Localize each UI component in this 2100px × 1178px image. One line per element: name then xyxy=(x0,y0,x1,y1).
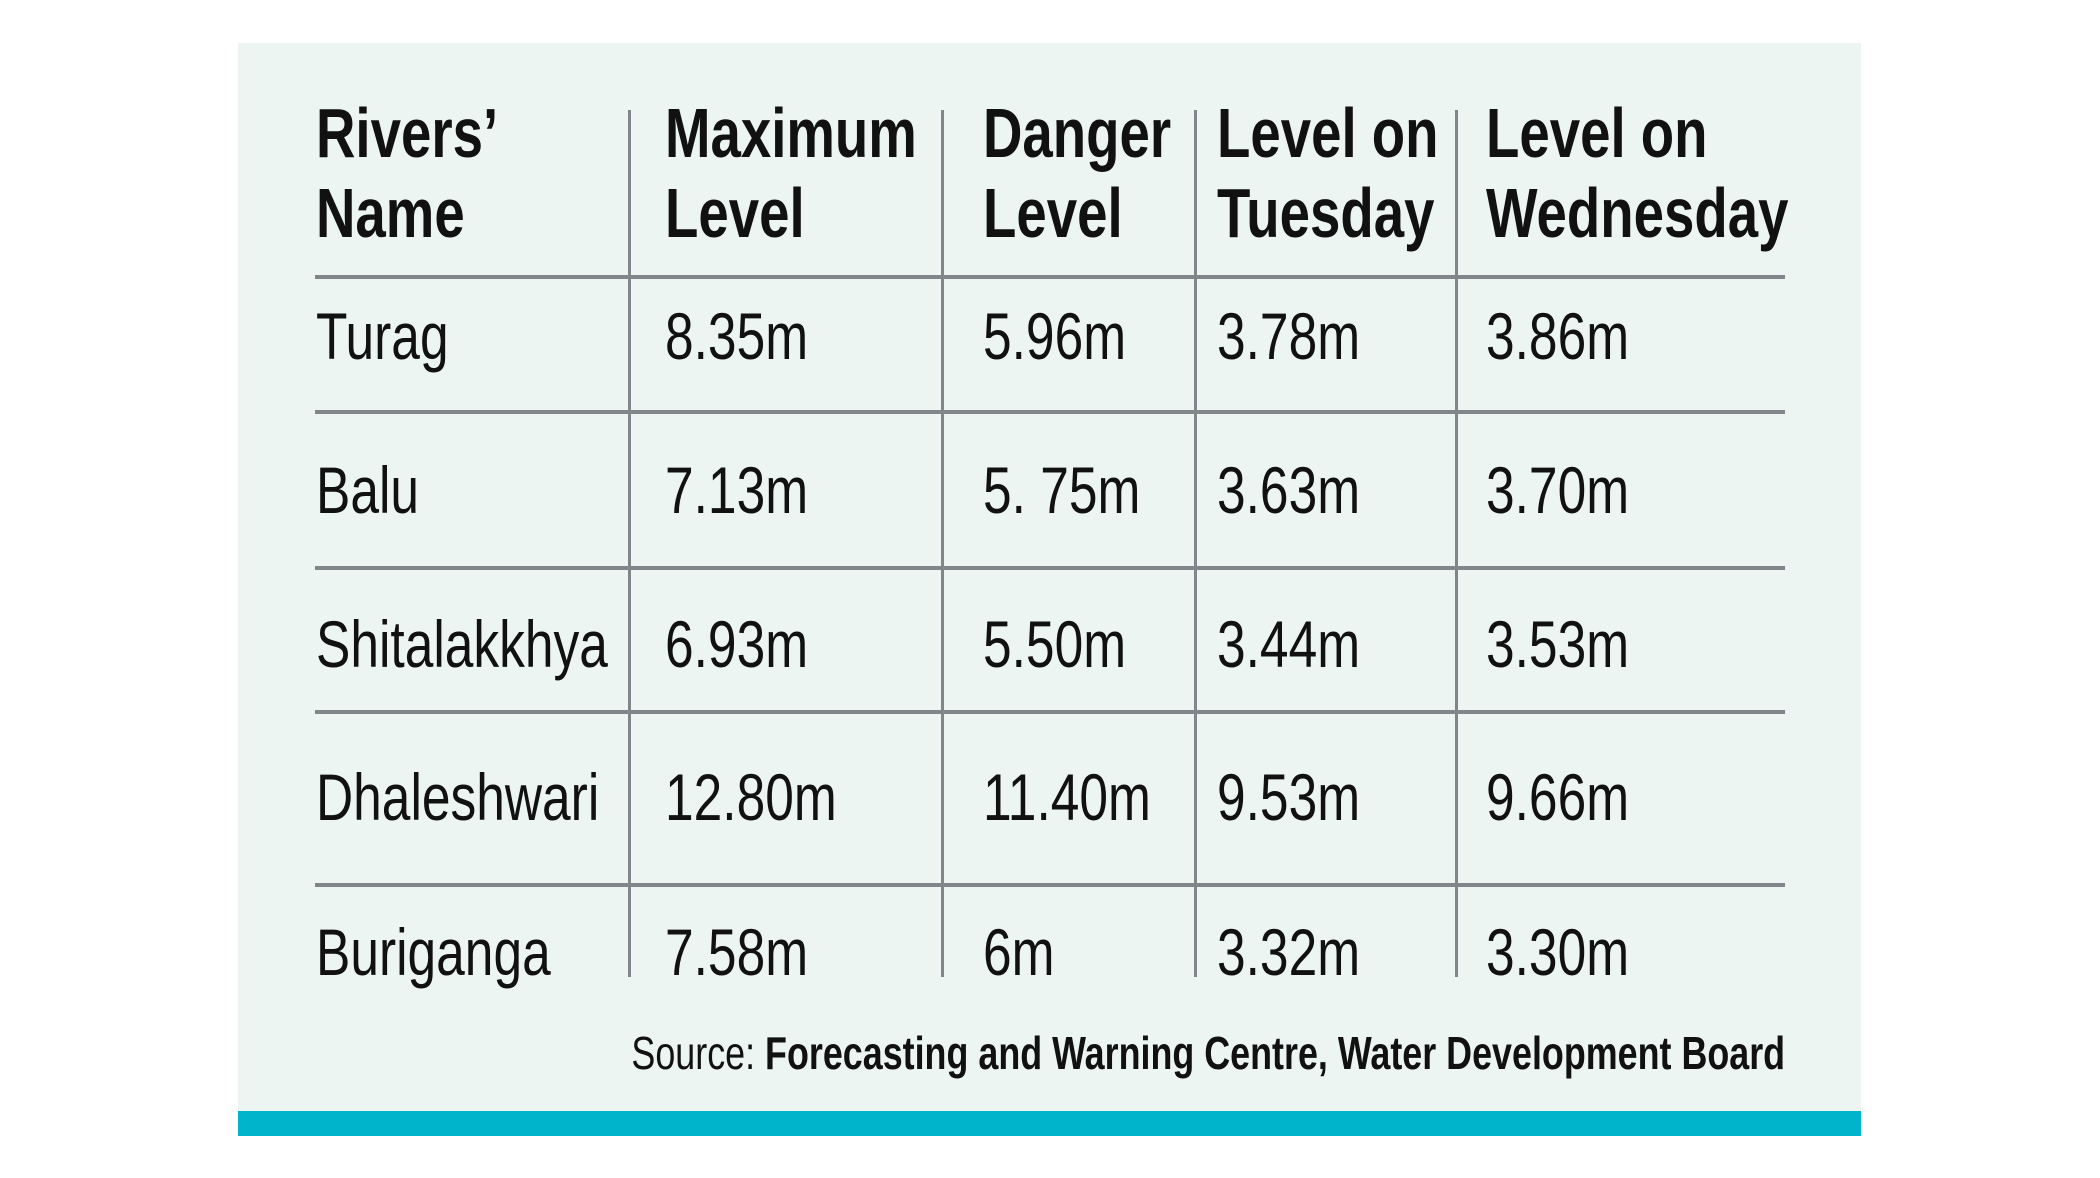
column-divider xyxy=(1455,110,1458,977)
level-cell: 3.86m xyxy=(1486,299,1630,373)
source-label: Source: xyxy=(631,1027,755,1079)
river-name-cell: Turag xyxy=(316,299,449,373)
row-divider xyxy=(315,275,1785,279)
level-cell: 3.63m xyxy=(1217,453,1361,527)
level-cell: 5.50m xyxy=(983,607,1127,681)
level-cell: 6m xyxy=(983,915,1055,989)
column-header: Name xyxy=(316,174,465,252)
column-header: Maximum xyxy=(665,94,917,172)
level-cell: 3.53m xyxy=(1486,607,1630,681)
river-name-cell: Balu xyxy=(316,453,420,527)
row-divider xyxy=(315,710,1785,714)
column-header: Level on xyxy=(1217,94,1439,172)
column-divider xyxy=(1194,110,1197,977)
level-cell: 7.13m xyxy=(665,453,809,527)
column-header: Danger xyxy=(983,94,1172,172)
column-header: Level xyxy=(983,174,1123,252)
row-divider xyxy=(315,566,1785,570)
column-header: Wednesday xyxy=(1486,174,1789,252)
level-cell: 8.35m xyxy=(665,299,809,373)
level-cell: 12.80m xyxy=(665,760,837,834)
level-cell: 3.78m xyxy=(1217,299,1361,373)
column-header: Level on xyxy=(1486,94,1708,172)
column-header: Rivers’ xyxy=(316,94,499,172)
row-divider xyxy=(315,883,1785,887)
level-cell: 5. 75m xyxy=(983,453,1141,527)
table-panel xyxy=(238,43,1861,1112)
level-cell: 3.30m xyxy=(1486,915,1630,989)
river-name-cell: Buriganga xyxy=(316,915,551,989)
level-cell: 9.53m xyxy=(1217,760,1361,834)
accent-bar xyxy=(238,1111,1861,1136)
level-cell: 5.96m xyxy=(983,299,1127,373)
row-divider xyxy=(315,410,1785,414)
level-cell: 3.32m xyxy=(1217,915,1361,989)
level-cell: 3.44m xyxy=(1217,607,1361,681)
river-name-cell: Dhaleshwari xyxy=(316,760,600,834)
level-cell: 7.58m xyxy=(665,915,809,989)
column-header: Level xyxy=(665,174,805,252)
level-cell: 9.66m xyxy=(1486,760,1630,834)
level-cell: 11.40m xyxy=(983,760,1151,834)
source-text: Forecasting and Warning Centre, Water De… xyxy=(764,1027,1785,1079)
column-divider xyxy=(941,110,944,977)
column-divider xyxy=(628,110,631,977)
source-note: Source: Forecasting and Warning Centre, … xyxy=(631,1030,1785,1076)
column-header: Tuesday xyxy=(1217,174,1435,252)
level-cell: 6.93m xyxy=(665,607,809,681)
river-name-cell: Shitalakkhya xyxy=(316,607,608,681)
level-cell: 3.70m xyxy=(1486,453,1630,527)
